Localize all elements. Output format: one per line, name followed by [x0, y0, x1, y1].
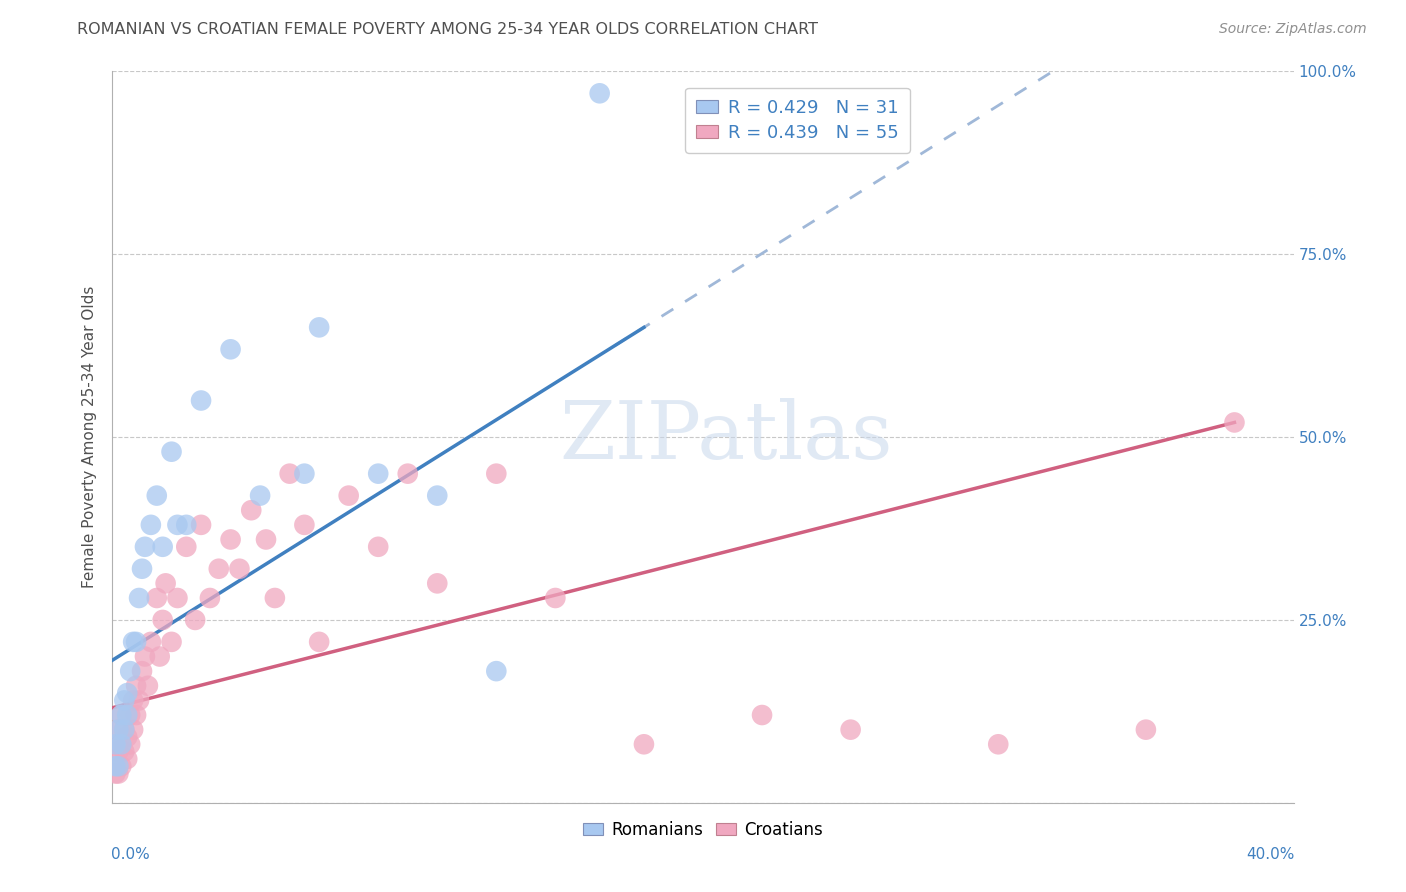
Point [292, 517, 315, 532]
Point [146, 489, 169, 503]
Point [112, 723, 135, 737]
Point [155, 576, 177, 591]
Point [633, 737, 655, 751]
Text: 0.0%: 0.0% [111, 847, 150, 862]
Point [219, 533, 242, 547]
Point [104, 752, 127, 766]
Point [107, 745, 129, 759]
Legend: Romanians, Croatians: Romanians, Croatians [576, 814, 830, 846]
Point [131, 562, 153, 576]
Point [107, 723, 129, 737]
Point [367, 467, 389, 481]
Point [107, 766, 129, 780]
Point [254, 533, 277, 547]
Point [136, 679, 159, 693]
Point [112, 723, 135, 737]
Point [228, 562, 250, 576]
Point [337, 489, 360, 503]
Point [107, 759, 129, 773]
Point [308, 320, 330, 334]
Point [122, 693, 145, 707]
Point [160, 635, 183, 649]
Point [120, 664, 142, 678]
Point [149, 649, 172, 664]
Point [198, 591, 221, 605]
Text: 40.0%: 40.0% [1246, 847, 1295, 862]
Point [117, 686, 138, 700]
Point [120, 737, 142, 751]
Point [485, 467, 508, 481]
Point [1223, 416, 1246, 430]
Text: Source: ZipAtlas.com: Source: ZipAtlas.com [1219, 22, 1367, 37]
Point [152, 540, 174, 554]
Point [396, 467, 419, 481]
Point [128, 693, 150, 707]
Point [104, 766, 127, 780]
Point [160, 444, 183, 458]
Point [104, 737, 127, 751]
Point [174, 517, 197, 532]
Point [139, 635, 162, 649]
Point [134, 540, 156, 554]
Point [110, 708, 132, 723]
Point [278, 467, 301, 481]
Point [1135, 723, 1157, 737]
Point [110, 737, 132, 751]
Point [112, 745, 135, 759]
Point [117, 752, 138, 766]
Point [117, 730, 138, 744]
Y-axis label: Female Poverty Among 25-34 Year Olds: Female Poverty Among 25-34 Year Olds [82, 286, 97, 588]
Point [485, 664, 508, 678]
Point [112, 693, 135, 707]
Point [139, 517, 162, 532]
Point [308, 635, 330, 649]
Point [292, 467, 315, 481]
Point [104, 737, 127, 751]
Point [426, 489, 449, 503]
Point [190, 393, 212, 408]
Point [240, 503, 263, 517]
Point [987, 737, 1010, 751]
Point [107, 723, 129, 737]
Point [131, 664, 153, 678]
Point [110, 759, 132, 773]
Point [264, 591, 287, 605]
Point [122, 635, 145, 649]
Text: ZIPatlas: ZIPatlas [560, 398, 893, 476]
Point [249, 489, 271, 503]
Point [122, 723, 145, 737]
Point [125, 635, 148, 649]
Point [174, 540, 197, 554]
Point [128, 591, 150, 605]
Point [146, 591, 169, 605]
Point [426, 576, 449, 591]
Point [208, 562, 231, 576]
Point [120, 708, 142, 723]
Point [125, 679, 148, 693]
Point [166, 517, 188, 532]
Point [134, 649, 156, 664]
Point [166, 591, 188, 605]
Point [219, 343, 242, 357]
Point [110, 737, 132, 751]
Text: ROMANIAN VS CROATIAN FEMALE POVERTY AMONG 25-34 YEAR OLDS CORRELATION CHART: ROMANIAN VS CROATIAN FEMALE POVERTY AMON… [77, 22, 818, 37]
Point [104, 759, 127, 773]
Point [110, 708, 132, 723]
Point [544, 591, 567, 605]
Point [117, 708, 138, 723]
Point [839, 723, 862, 737]
Point [152, 613, 174, 627]
Point [588, 87, 610, 101]
Point [367, 540, 389, 554]
Point [125, 708, 148, 723]
Point [184, 613, 207, 627]
Point [190, 517, 212, 532]
Point [751, 708, 773, 723]
